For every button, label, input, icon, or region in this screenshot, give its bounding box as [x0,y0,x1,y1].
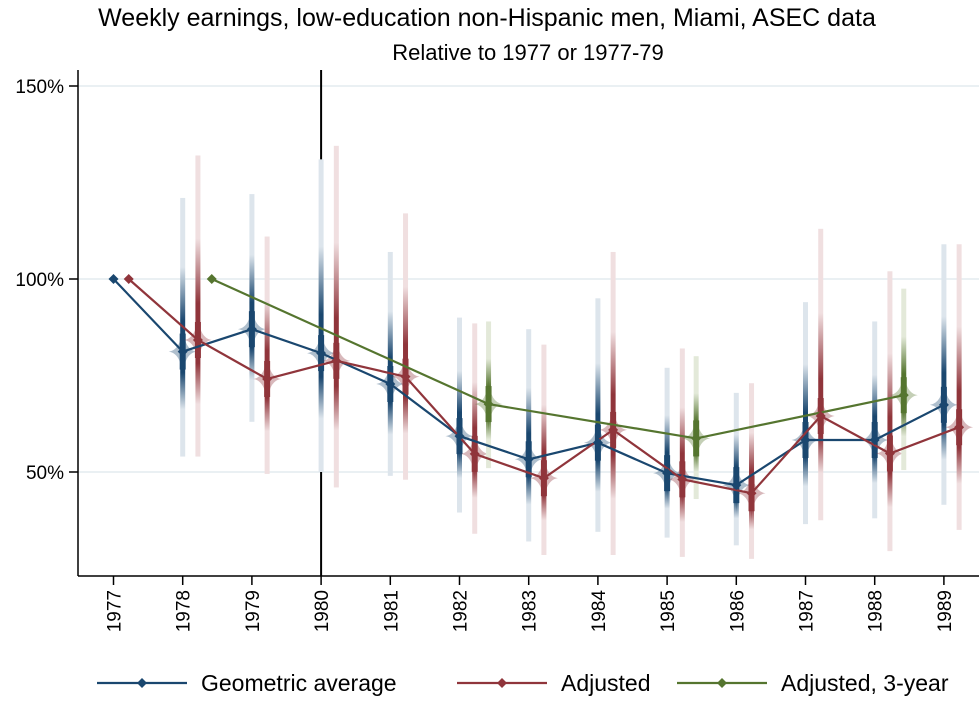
ci-bar-geometric-average-1983 [526,329,532,542]
axes [69,70,979,585]
ci-bar-geometric-average-1985 [664,367,670,538]
y-tick-label: 50% [26,463,64,484]
ci-bar-adjusted-1986 [749,383,755,559]
data-point-marker [938,399,949,410]
legend-item: Adjusted [457,670,651,696]
x-tick-label: 1980 [312,590,333,632]
ci-bar-geometric-average-1984 [595,298,601,532]
ci-bar-adjusted-1987 [818,228,824,521]
x-tick-label: 1979 [243,590,264,632]
legend: Geometric average Adjusted Adjusted, 3-yea… [97,670,949,696]
data-point-marker [331,355,342,366]
confidence-intervals [168,145,974,559]
series-line-adjusted-3-year [211,277,905,440]
x-tick-label: 1986 [727,590,748,632]
x-tick-label: 1981 [381,590,402,632]
ci-bar-adjusted-1984 [610,251,616,555]
legend-item: Geometric average [97,670,397,696]
series-markers [108,274,965,499]
x-tick-label: 1984 [589,590,610,633]
ci-bar-adjusted-1980 [333,145,339,488]
ci-bar-geometric-average-1987 [803,302,808,525]
ci-bar-adjusted-1983 [541,344,547,555]
ci-bar-adjusted-1985 [679,348,685,557]
tick-labels: 50% 100% 150% 1977 1978 1979 1980 1981 1982 1983 1… [15,77,956,632]
ci-bar-geometric-average-1989 [941,244,947,505]
data-point-marker [262,373,273,384]
legend-item: Adjusted, 3-year [677,670,949,696]
y-tick-label: 150% [15,77,64,98]
data-point-marker [538,473,549,484]
data-point-marker [454,431,465,442]
ci-bar-adjusted-1978 [195,155,201,457]
data-point-marker [400,371,411,382]
ci-bar-adjusted-1982 [472,323,478,534]
data-point-marker [731,480,742,491]
data-point-marker [523,454,534,465]
data-point-marker [608,424,619,435]
y-tick-label: 100% [15,270,64,291]
data-point-marker [869,434,880,445]
ci-bar-geometric-average-1980 [318,159,324,472]
legend-label: Geometric average [201,670,397,696]
x-tick-label: 1985 [658,590,679,632]
x-tick-label: 1982 [451,590,472,632]
x-tick-label: 1988 [866,590,887,632]
x-tick-label: 1977 [105,590,126,632]
data-point-marker [469,448,480,459]
legend-label: Adjusted, 3-year [781,670,949,696]
legend-marker-icon [717,678,727,688]
ci-bar-geometric-average-1988 [872,321,878,519]
x-tick-label: 1983 [520,590,541,632]
ci-bar-adjusted-1988 [887,271,893,552]
data-point-marker [662,468,673,479]
chart-subtitle: Relative to 1977 or 1977-79 [392,40,664,65]
data-point-marker [108,274,119,284]
x-tick-label: 1989 [935,590,956,632]
legend-marker-icon [137,678,147,688]
data-point-marker [800,434,811,445]
ci-bar-adjusted-1979 [264,236,270,474]
data-point-marker [677,474,688,485]
data-point-marker [385,378,396,389]
data-point-marker [691,433,702,444]
ci-bar-geometric-average-1981 [387,251,393,476]
data-point-marker [884,448,895,459]
data-point-marker [246,324,257,335]
legend-marker-icon [497,678,507,688]
x-tick-label: 1987 [797,590,818,632]
ci-bar-adjusted-1989 [956,244,962,530]
ci-bar-geometric-average-1979 [249,194,255,422]
data-point-marker [954,422,965,433]
ci-bar-geometric-average-1982 [457,317,462,513]
data-point-marker [483,399,494,410]
ci-bar-adjusted-1981 [403,213,409,480]
data-point-marker [123,274,134,284]
chart-title: Weekly earnings, low-education non-Hispa… [98,4,876,32]
data-point-marker [316,348,327,359]
data-point-marker [592,437,603,448]
legend-label: Adjusted [561,670,651,696]
data-point-marker [815,411,826,422]
data-point-marker [746,488,757,499]
data-point-marker [206,274,217,284]
data-point-marker [192,334,203,345]
data-point-marker [898,390,909,401]
x-tick-label: 1978 [174,590,195,632]
data-point-marker [177,346,188,357]
